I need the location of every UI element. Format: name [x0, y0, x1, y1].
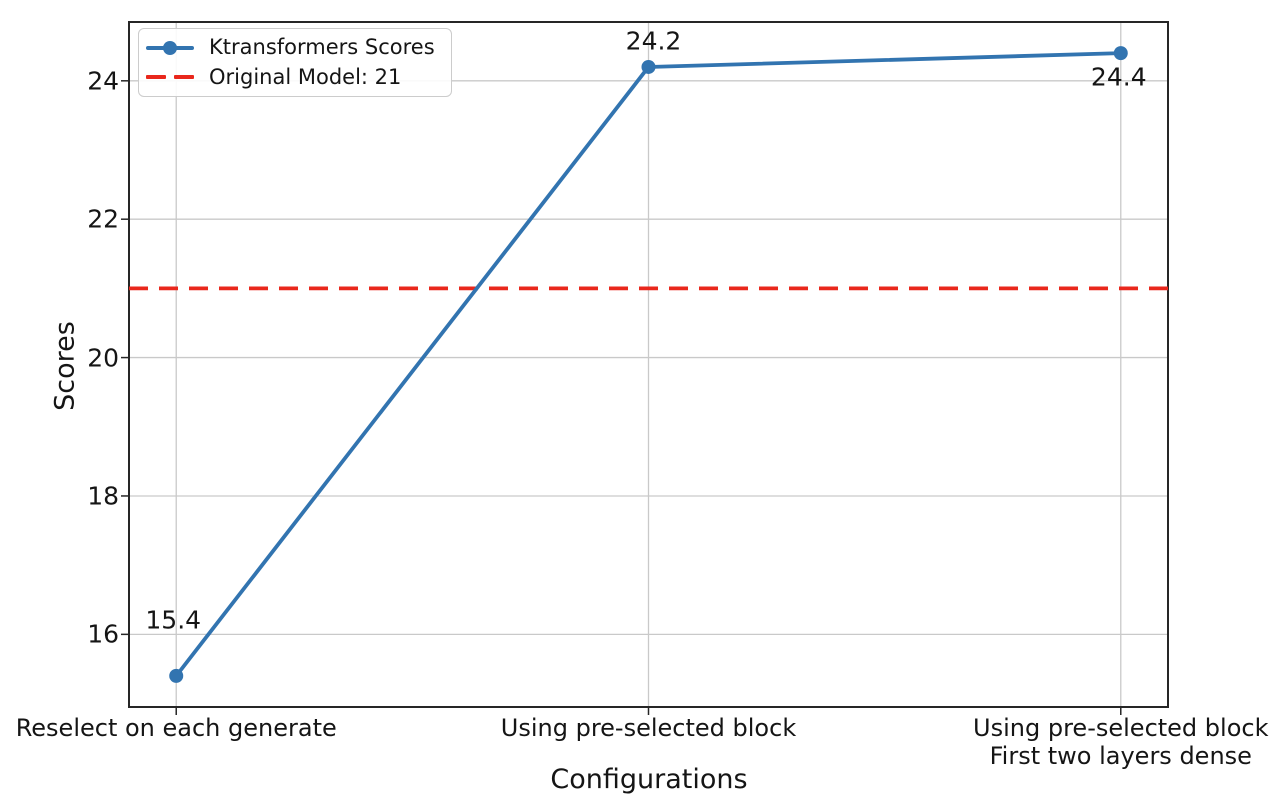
- legend: Ktransformers Scores Original Model: 21: [138, 28, 452, 97]
- y-tick-label: 18: [87, 481, 119, 511]
- data-label: 15.4: [145, 605, 202, 635]
- y-tick-label: 22: [87, 204, 119, 234]
- data-label: 24.2: [625, 26, 682, 56]
- legend-dash-swatch: [146, 75, 166, 80]
- x-tick-label: Using pre-selected block First two layers…: [973, 714, 1268, 770]
- data-point: [641, 59, 656, 74]
- x-tick-label-line: Using pre-selected block: [973, 714, 1269, 742]
- data-point: [1113, 46, 1128, 61]
- legend-marker-dot-icon: [163, 40, 177, 55]
- legend-item-ktransformers-scores: Ktransformers Scores: [146, 33, 441, 63]
- data-point: [169, 668, 184, 683]
- x-tick-label-line: Reselect on each generate: [15, 714, 337, 742]
- dashed-line-sample-icon: [146, 70, 194, 84]
- plot-border: [128, 21, 1169, 708]
- legend-item-original-model: Original Model: 21: [146, 63, 441, 93]
- x-tick-label: Reselect on each generate: [16, 714, 337, 742]
- y-tick-label: 20: [87, 343, 119, 373]
- legend-dash-swatch: [174, 75, 194, 80]
- data-label: 24.4: [1090, 62, 1147, 92]
- y-tick-label: 16: [87, 619, 119, 649]
- x-tick-label-line: First two layers dense: [989, 742, 1252, 770]
- legend-label-reference: Original Model: 21: [209, 64, 402, 89]
- x-tick-label-line: Using pre-selected block: [500, 714, 797, 742]
- legend-label-series: Ktransformers Scores: [209, 35, 435, 60]
- y-tick-label: 24: [87, 66, 119, 96]
- x-tick-label: Using pre-selected block: [501, 714, 796, 742]
- x-axis-label: Configurations: [550, 764, 748, 795]
- line-marker-sample-icon: [146, 40, 194, 55]
